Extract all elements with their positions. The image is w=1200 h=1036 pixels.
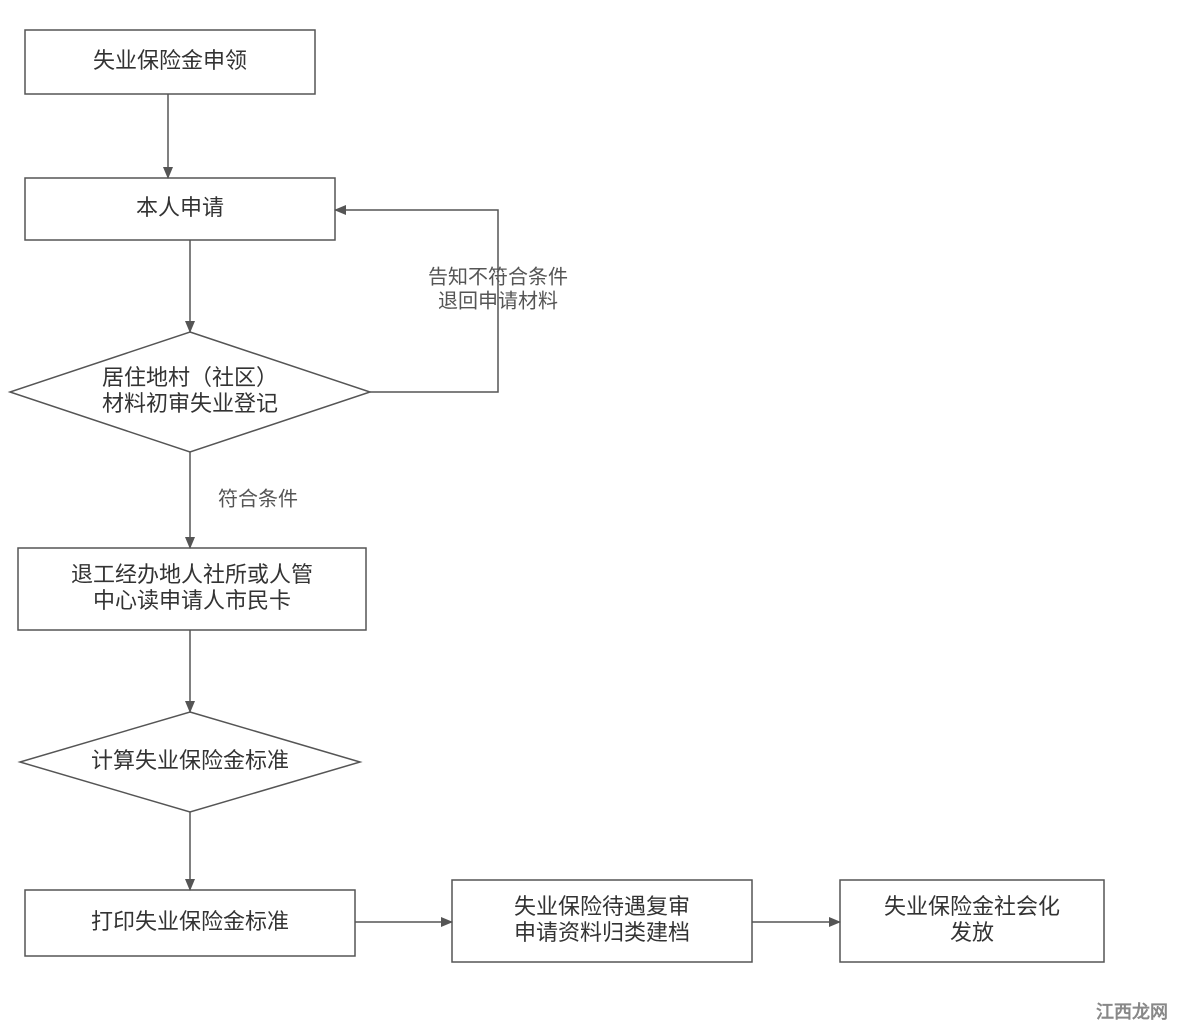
flow-node-label-n7: 失业保险待遇复审 bbox=[514, 894, 690, 919]
flow-node-label-n6: 打印失业保险金标准 bbox=[91, 909, 289, 934]
flowchart-canvas: 失业保险金申领本人申请居住地村（社区）材料初审失业登记退工经办地人社所或人管中心… bbox=[0, 0, 1200, 1036]
flow-node-label-n4: 中心读申请人市民卡 bbox=[93, 588, 291, 613]
flow-edge-label-2: 符合条件 bbox=[218, 487, 298, 510]
flow-node-label-n8: 失业保险金社会化 bbox=[884, 894, 1060, 919]
flow-edge-label-7: 告知不符合条件 bbox=[428, 265, 568, 288]
flow-node-label-n4: 退工经办地人社所或人管 bbox=[71, 562, 313, 587]
flow-node-label-n1: 失业保险金申领 bbox=[93, 48, 247, 73]
watermark-text: 江西龙网 bbox=[1096, 1001, 1168, 1022]
flow-node-label-n5: 计算失业保险金标准 bbox=[91, 748, 289, 773]
flow-node-label-n2: 本人申请 bbox=[136, 195, 224, 220]
flow-node-label-n8: 发放 bbox=[950, 920, 994, 945]
flow-node-label-n7: 申请资料归类建档 bbox=[514, 920, 690, 945]
flow-node-label-n3: 居住地村（社区） bbox=[102, 365, 278, 390]
flow-edge-label-7: 退回申请材料 bbox=[438, 289, 558, 312]
flow-node-label-n3: 材料初审失业登记 bbox=[102, 391, 278, 416]
